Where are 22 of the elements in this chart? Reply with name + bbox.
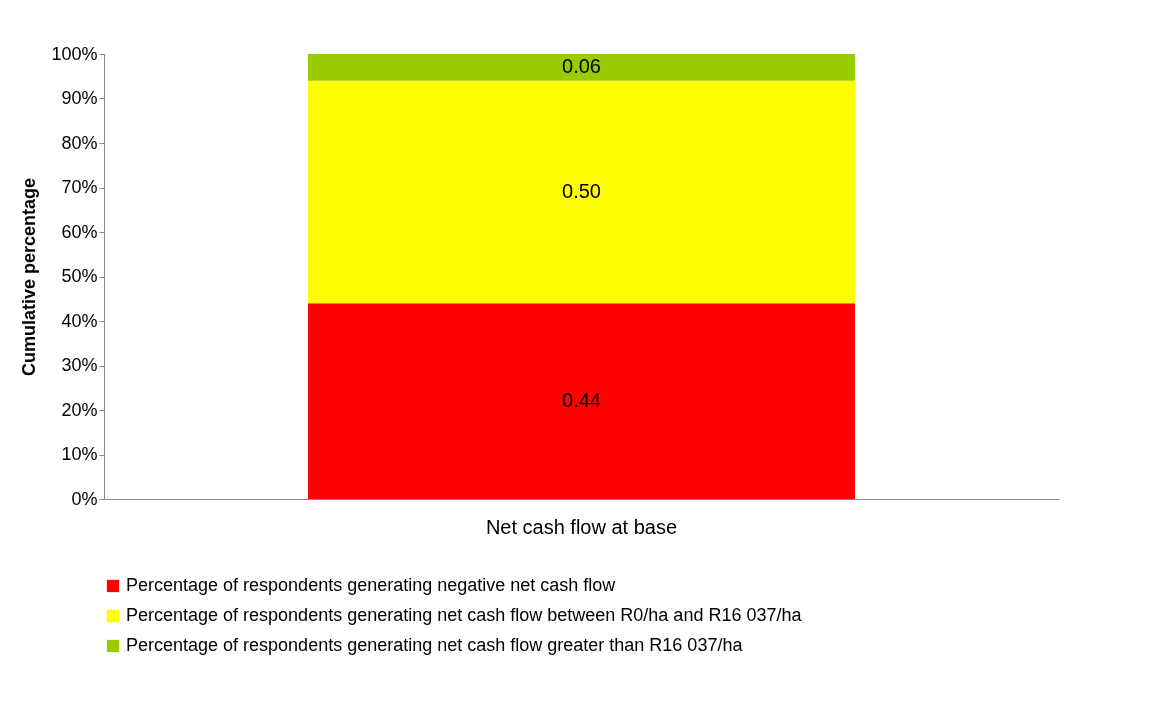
y-tick-label: 100% <box>51 43 98 64</box>
bar <box>308 54 855 81</box>
legend-label: Percentage of respondents generating negative net cash flow <box>126 575 617 595</box>
y-tick-label: 60% <box>61 221 98 242</box>
x-tick-label: Net cash flow at base <box>485 515 678 538</box>
y-tick-label: 70% <box>61 177 98 197</box>
data-label: 0.44 <box>562 389 601 412</box>
y-tick-label: 0% <box>71 488 98 509</box>
y-tick-label: 10% <box>61 444 98 464</box>
y-tick-label: 50% <box>61 266 98 286</box>
legend-label: Percentage of respondents generating net cash flow greater than R16 037/ha <box>126 635 744 655</box>
bar <box>308 80 855 304</box>
y-axis-title: Cumulative percentage <box>19 177 40 377</box>
y-tick-label: 80% <box>61 132 98 153</box>
legend-label: Percentage of respondents generating net cash flow between R0/ha and R16 037/ha <box>126 605 803 625</box>
bar <box>308 303 855 499</box>
data-label: 0.06 <box>562 55 601 78</box>
y-tick-label: 90% <box>61 88 98 108</box>
y-tick-label: 40% <box>61 310 98 331</box>
y-tick-label: 30% <box>61 355 98 375</box>
data-label: 0.50 <box>562 179 601 202</box>
y-tick-label: 20% <box>61 399 98 420</box>
